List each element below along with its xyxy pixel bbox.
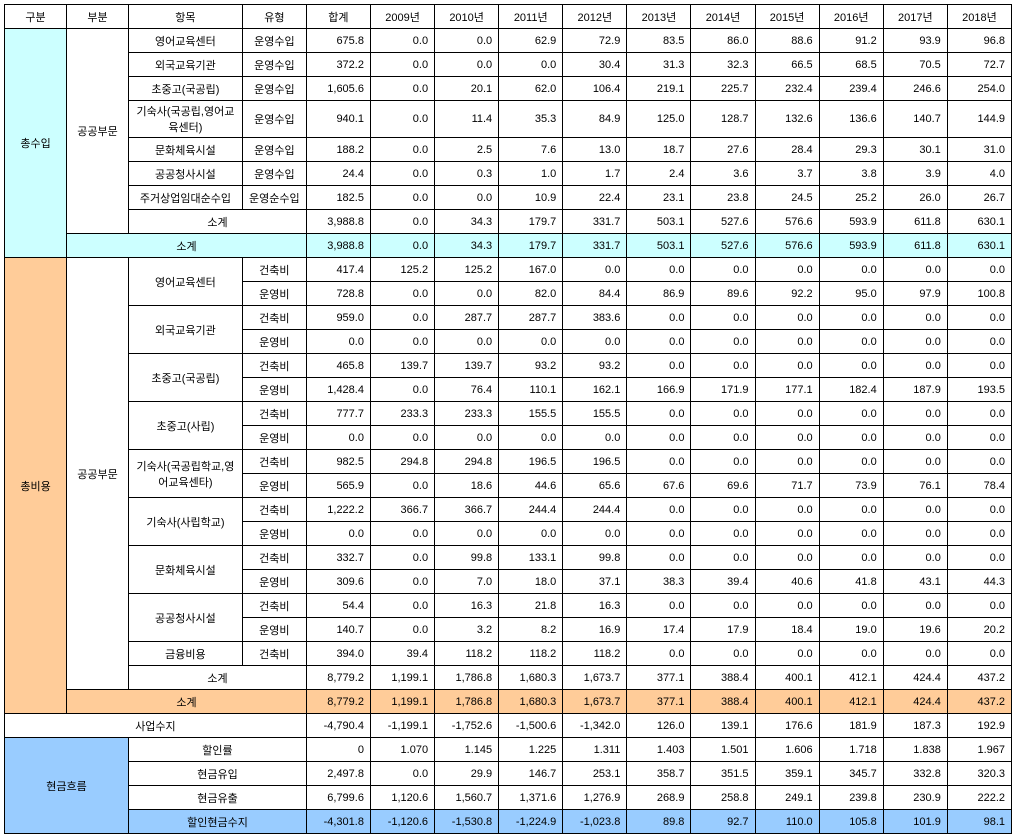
col-header: 2017년 — [883, 5, 947, 29]
col-header: 2011년 — [499, 5, 563, 29]
col-header: 2016년 — [819, 5, 883, 29]
row-balance: 사업수지 — [5, 714, 307, 738]
col-header: 2012년 — [563, 5, 627, 29]
col-header: 항목 — [129, 5, 243, 29]
table-header: 구분부분항목유형합계2009년2010년2011년2012년2013년2014년… — [5, 5, 1012, 29]
section-cashflow: 현금흐름 — [5, 738, 129, 834]
col-header: 2013년 — [627, 5, 691, 29]
col-header: 2015년 — [755, 5, 819, 29]
subsection-public-cost: 공공부문 — [67, 258, 129, 690]
col-header: 2014년 — [691, 5, 755, 29]
col-header: 2018년 — [947, 5, 1011, 29]
section-income: 총수입 — [5, 29, 67, 258]
section-cost: 총비용 — [5, 258, 67, 714]
col-header: 합계 — [306, 5, 370, 29]
col-header: 2009년 — [370, 5, 434, 29]
subsection-public: 공공부문 — [67, 29, 129, 234]
col-header: 유형 — [242, 5, 306, 29]
financial-table: 구분부분항목유형합계2009년2010년2011년2012년2013년2014년… — [4, 4, 1012, 834]
col-header: 2010년 — [435, 5, 499, 29]
col-header: 구분 — [5, 5, 67, 29]
col-header: 부분 — [67, 5, 129, 29]
